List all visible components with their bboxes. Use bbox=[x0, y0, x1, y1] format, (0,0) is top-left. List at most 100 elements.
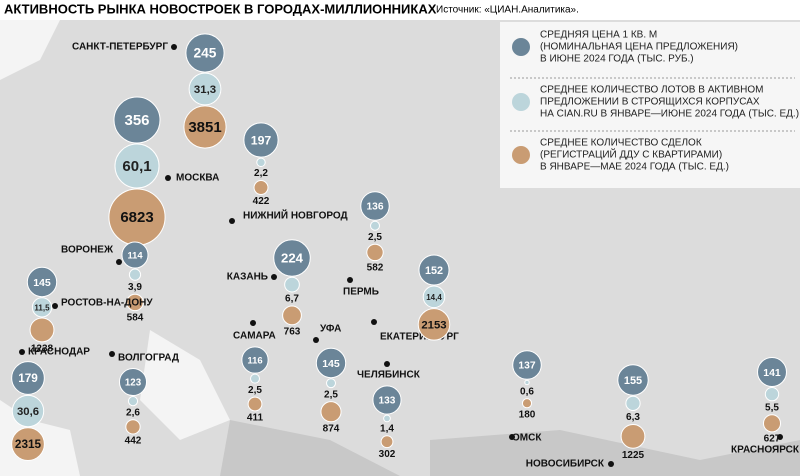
price-label: 224 bbox=[281, 250, 304, 265]
lots-circle bbox=[127, 396, 139, 407]
price-label: 116 bbox=[247, 356, 262, 367]
city-name: ЧЕЛЯБИНСК bbox=[357, 370, 421, 381]
price-circle bbox=[121, 241, 149, 269]
city-dot bbox=[52, 303, 58, 309]
price-label: 197 bbox=[251, 133, 272, 147]
lots-circle bbox=[250, 373, 260, 384]
lots-circle bbox=[284, 276, 300, 293]
price-label: 136 bbox=[366, 202, 383, 213]
lots-label: 30,6 bbox=[17, 406, 39, 418]
lots-circle bbox=[114, 143, 160, 189]
legend-swatch bbox=[512, 38, 530, 56]
lots-circle bbox=[422, 285, 446, 309]
price-circle bbox=[372, 385, 402, 415]
legend-text: В ИЮНЕ 2024 ГОДА (ТЫС. РУБ.) bbox=[540, 54, 694, 65]
city-dot bbox=[109, 351, 115, 357]
price-label: 137 bbox=[518, 361, 535, 372]
sea bbox=[140, 330, 230, 440]
price-label: 152 bbox=[425, 265, 443, 277]
legend-text: СРЕДНЯЯ ЦЕНА 1 КВ. М bbox=[540, 30, 657, 41]
price-label: 133 bbox=[379, 396, 396, 407]
city-name: УФА bbox=[320, 324, 341, 335]
lots-circle bbox=[188, 72, 222, 106]
deals-label: 6823 bbox=[120, 209, 153, 226]
lots-circle bbox=[764, 386, 780, 402]
city-name: КАЗАНЬ bbox=[227, 272, 268, 283]
city-name: ВОРОНЕЖ bbox=[61, 245, 114, 256]
city-dot bbox=[371, 319, 377, 325]
legend-text: СРЕДНЕЕ КОЛИЧЕСТВО ЛОТОВ В АКТИВНОМ bbox=[540, 85, 764, 96]
price-circle bbox=[315, 347, 347, 379]
deals-label: 442 bbox=[125, 436, 142, 447]
price-circle bbox=[185, 33, 225, 73]
city-name: ЕКАТЕРИНБУРГ bbox=[380, 332, 459, 343]
city-dot bbox=[165, 175, 171, 181]
border-region bbox=[220, 420, 400, 476]
price-circle bbox=[243, 122, 279, 158]
deals-label: 1238 bbox=[31, 344, 54, 355]
lots-label: 60,1 bbox=[122, 158, 151, 175]
deals-label: 411 bbox=[247, 413, 264, 424]
lots-label: 5,5 bbox=[765, 402, 779, 413]
deals-circle bbox=[417, 308, 451, 341]
lots-label: 2,6 bbox=[126, 407, 140, 418]
city-name: НИЖНИЙ НОВГОРОД bbox=[243, 209, 348, 222]
price-circle bbox=[617, 364, 649, 396]
city-dot bbox=[777, 434, 783, 440]
lots-label: 31,3 bbox=[194, 84, 216, 96]
deals-label: 1225 bbox=[622, 450, 645, 461]
city-dot bbox=[250, 320, 256, 326]
price-circle bbox=[757, 357, 787, 387]
price-circle bbox=[512, 350, 542, 380]
lots-label: 2,2 bbox=[254, 168, 268, 179]
source: Источник: «ЦИАН.Аналитика». bbox=[436, 5, 579, 16]
city-name: САНКТ-ПЕТЕРБУРГ bbox=[72, 42, 168, 53]
deals-label: 627 bbox=[764, 433, 781, 444]
price-label: 123 bbox=[125, 378, 142, 389]
deals-label: 582 bbox=[367, 262, 384, 273]
legend-swatch bbox=[512, 93, 530, 111]
city-dot bbox=[313, 337, 319, 343]
price-label: 356 bbox=[124, 112, 149, 129]
lots-label: 14,4 bbox=[426, 293, 442, 302]
deals-circle bbox=[29, 317, 55, 343]
price-label: 145 bbox=[322, 358, 340, 370]
price-label: 179 bbox=[18, 372, 38, 385]
lots-circle bbox=[326, 378, 336, 389]
legend-box bbox=[500, 22, 800, 188]
price-circle bbox=[418, 254, 450, 286]
lots-circle bbox=[625, 395, 641, 411]
price-circle bbox=[273, 239, 311, 277]
city-name: САМАРА bbox=[233, 331, 276, 342]
lots-circle bbox=[31, 297, 53, 318]
deals-circle bbox=[366, 243, 384, 262]
deals-label: 422 bbox=[253, 196, 270, 207]
header-bg bbox=[0, 0, 800, 20]
legend-text: (НОМИНАЛЬНАЯ ЦЕНА ПРЕДЛОЖЕНИЯ) bbox=[540, 42, 738, 53]
legend-swatch bbox=[512, 146, 530, 164]
lots-label: 6,7 bbox=[285, 294, 299, 305]
city-dot bbox=[171, 44, 177, 50]
legend-text: ПРЕДЛОЖЕНИИ В СТРОЯЩИХСЯ КОРПУСАХ bbox=[540, 97, 760, 108]
deals-label: 3851 bbox=[188, 119, 221, 136]
lots-label: 6,3 bbox=[626, 412, 640, 423]
price-circle bbox=[241, 346, 269, 374]
city-dot bbox=[116, 259, 122, 265]
city-name: МОСКВА bbox=[176, 173, 219, 184]
deals-circle bbox=[11, 427, 45, 461]
deals-label: 302 bbox=[379, 449, 396, 460]
city-dot bbox=[384, 361, 390, 367]
border-region bbox=[430, 430, 800, 476]
price-label: 141 bbox=[763, 368, 781, 379]
city-name: НОВОСИБИРСК bbox=[526, 459, 605, 470]
deals-circle bbox=[521, 398, 533, 409]
deals-circle bbox=[380, 435, 394, 449]
deals-circle bbox=[125, 419, 141, 435]
city-name: КРАСНОЯРСК bbox=[731, 445, 800, 456]
price-circle bbox=[26, 266, 58, 298]
deals-label: 763 bbox=[284, 326, 301, 337]
lots-circle bbox=[524, 379, 530, 386]
price-label: 114 bbox=[127, 250, 143, 260]
deals-label: 180 bbox=[519, 409, 536, 420]
